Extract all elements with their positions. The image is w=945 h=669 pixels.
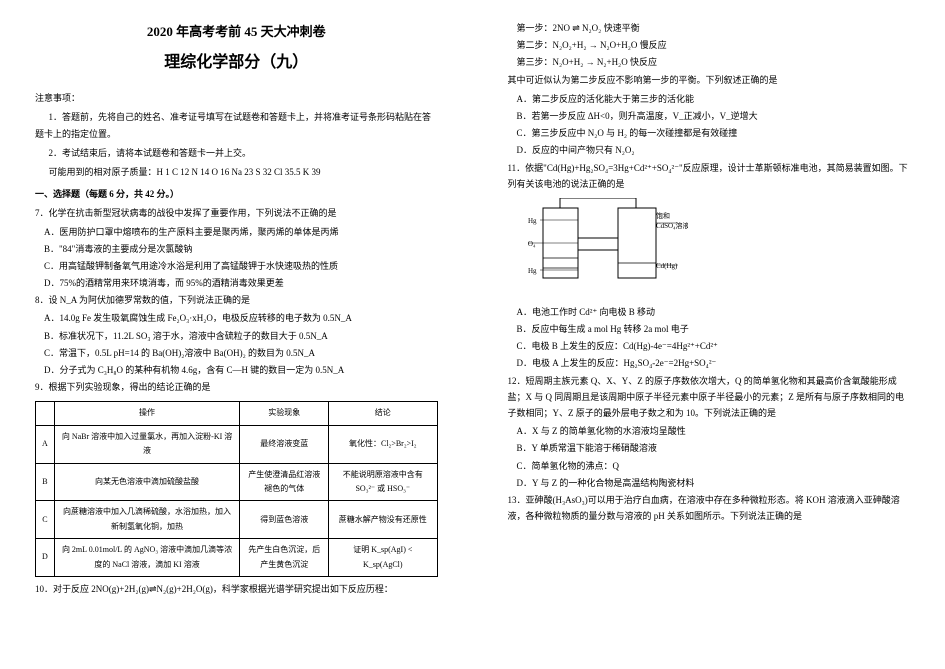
notice-elements: 可能用到的相对原子质量：H 1 C 12 N 14 O 16 Na 23 S 3… bbox=[35, 164, 438, 180]
q8-B: B．标准状况下，11.2L SO₃ 溶于水，溶液中含硫粒子的数目大于 0.5N_… bbox=[44, 328, 438, 344]
q11-C: C．电极 B 上发生的反应：Cd(Hg)-4e⁻=4Hg²⁺+Cd²⁺ bbox=[517, 338, 911, 354]
diag-hg-top: Hg bbox=[528, 217, 537, 225]
q7-stem: 7．化学在抗击新型冠状病毒的战役中发挥了重要作用，下列说法不正确的是 bbox=[35, 205, 438, 221]
q9-r1c0: B bbox=[36, 463, 55, 501]
q12-D: D．Y 与 Z 的一种化合物是高温结构陶瓷材料 bbox=[517, 475, 911, 491]
diag-cdhg: Cd(Hg) bbox=[656, 262, 678, 270]
title-sub: 理综化学部分（九） bbox=[35, 49, 438, 78]
q9-r3c3: 证明 K_sp(AgI) < K_sp(AgCl) bbox=[329, 539, 437, 577]
q10-D: D．反应的中间产物只有 N₂O₂ bbox=[517, 142, 911, 158]
diag-hg2so4: Hg₂SO₄ bbox=[528, 240, 536, 248]
title-main: 2020 年高考考前 45 天大冲刺卷 bbox=[35, 20, 438, 43]
diag-hg-bot: Hg bbox=[528, 267, 537, 275]
q10-A: A．第二步反应的活化能大于第三步的活化能 bbox=[517, 91, 911, 107]
step1: 第一步：2NO ⇌ N₂O₂ 快速平衡 bbox=[517, 20, 911, 36]
notice-2: 2．考试结束后，请将本试题卷和答题卡一并上交。 bbox=[35, 145, 438, 161]
q8-A: A．14.0g Fe 发生吸氧腐蚀生成 Fe₂O₃·xH₂O，电极反应转移的电子… bbox=[44, 310, 438, 326]
q12-A: A．X 与 Z 的简单氢化物的水溶液均呈酸性 bbox=[517, 423, 911, 439]
q11-diagram: Hg Hg₂SO₄ Hg 饱和 CdSO₄溶液 Cd(Hg) bbox=[528, 198, 688, 298]
q9-r1c1: 向某无色溶液中滴加硫酸盐酸 bbox=[54, 463, 240, 501]
q8-C: C．常温下，0.5L pH=14 的 Ba(OH)₂溶液中 Ba(OH)₂ 的数… bbox=[44, 345, 438, 361]
diag-cdso4: CdSO₄溶液 bbox=[656, 221, 688, 230]
q9-r2c0: C bbox=[36, 501, 55, 539]
q9-r0c0: A bbox=[36, 425, 55, 463]
q9-h2: 实验现象 bbox=[240, 402, 329, 425]
q12-C: C．简单氢化物的沸点：Q bbox=[517, 458, 911, 474]
q9-stem: 9．根据下列实验现象，得出的结论正确的是 bbox=[35, 379, 438, 395]
q9-h0 bbox=[36, 402, 55, 425]
q9-r2c3: 蔗糖水解产物没有还原性 bbox=[329, 501, 437, 539]
q9-r3c2: 先产生白色沉淀，后产生黄色沉淀 bbox=[240, 539, 329, 577]
q11-D: D．电极 A 上发生的反应：Hg₂SO₄-2e⁻=2Hg+SO₄²⁻ bbox=[517, 355, 911, 371]
notice-1: 1．答题前，先将自己的姓名、准考证号填写在试题卷和答题卡上，并将准考证号条形码粘… bbox=[35, 109, 438, 141]
q9-r0c1: 向 NaBr 溶液中加入过量氯水，再加入淀粉-KI 溶液 bbox=[54, 425, 240, 463]
q7-B: B．"84"消毒液的主要成分是次氯酸钠 bbox=[44, 241, 438, 257]
right-column: 第一步：2NO ⇌ N₂O₂ 快速平衡 第二步：N₂O₂+H₂ → N₂O+H₂… bbox=[473, 0, 945, 669]
q7-A: A．医用防护口罩中熔喷布的生产原料主要是聚丙烯，聚丙烯的单体是丙烯 bbox=[44, 224, 438, 240]
q10-stem: 10．对于反应 2NO(g)+2H₂(g)⇌N₂(g)+2H₂O(g)，科学家根… bbox=[35, 581, 438, 597]
diag-sat: 饱和 bbox=[656, 211, 670, 220]
q13-stem: 13．亚砷酸(H₃AsO₃)可以用于治疗白血病，在溶液中存在多种微粒形态。将 K… bbox=[508, 492, 911, 524]
step2: 第二步：N₂O₂+H₂ → N₂O+H₂O 慢反应 bbox=[517, 37, 911, 53]
q11-A: A．电池工作时 Cd²⁺ 向电极 B 移动 bbox=[517, 304, 911, 320]
q9-r2c1: 向蔗糖溶液中加入几滴稀硫酸，水浴加热，加入新制氢氧化铜，加热 bbox=[54, 501, 240, 539]
q12-B: B．Y 单质常温下能溶于稀硝酸溶液 bbox=[517, 440, 911, 456]
q10-C: C．第三步反应中 N₂O 与 H₂ 的每一次碰撞都是有效碰撞 bbox=[517, 125, 911, 141]
q9-r0c3: 氧化性：Cl₂>Br₂>I₂ bbox=[329, 425, 437, 463]
q12-stem: 12．短周期主族元素 Q、X、Y、Z 的原子序数依次增大，Q 的简单氢化物和其最… bbox=[508, 373, 911, 422]
section1-heading: 一、选择题（每题 6 分，共 42 分。） bbox=[35, 186, 438, 202]
q9-r2c2: 得到蓝色溶液 bbox=[240, 501, 329, 539]
q9-h3: 结论 bbox=[329, 402, 437, 425]
q9-r0c2: 最终溶液变蓝 bbox=[240, 425, 329, 463]
step3: 第三步：N₂O+H₂ → N₂+H₂O 快反应 bbox=[517, 54, 911, 70]
q8-D: D．分子式为 C₃H₈O 的某种有机物 4.6g，含有 C—H 键的数目一定为 … bbox=[44, 362, 438, 378]
q7-C: C．用高锰酸钾制备氧气用途冷水浴是利用了高锰酸钾于水快速吸热的性质 bbox=[44, 258, 438, 274]
q9-h1: 操作 bbox=[54, 402, 240, 425]
q10-note: 其中可近似认为第二步反应不影响第一步的平衡。下列叙述正确的是 bbox=[508, 72, 911, 88]
q7-D: D．75%的酒精常用来环境消毒，而 95%的酒精消毒效果更差 bbox=[44, 275, 438, 291]
q9-table: 操作 实验现象 结论 A 向 NaBr 溶液中加入过量氯水，再加入淀粉-KI 溶… bbox=[35, 401, 438, 577]
q9-r3c1: 向 2mL 0.01mol/L 的 AgNO₃ 溶液中滴加几滴等浓度的 NaCl… bbox=[54, 539, 240, 577]
q11-B: B．反应中每生成 a mol Hg 转移 2a mol 电子 bbox=[517, 321, 911, 337]
q8-stem: 8．设 N_A 为阿伏加德罗常数的值，下列说法正确的是 bbox=[35, 292, 438, 308]
q11-stem: 11．依据"Cd(Hg)+Hg₂SO₄=3Hg+Cd²⁺+SO₄²⁻"反应原理，… bbox=[508, 160, 911, 192]
q9-r1c2: 产生使澄清品红溶液褪色的气体 bbox=[240, 463, 329, 501]
q9-r3c0: D bbox=[36, 539, 55, 577]
left-column: 2020 年高考考前 45 天大冲刺卷 理综化学部分（九） 注意事项： 1．答题… bbox=[0, 0, 473, 669]
q9-r1c3: 不能说明原溶液中含有 SO₃²⁻ 或 HSO₃⁻ bbox=[329, 463, 437, 501]
q10-B: B．若第一步反应 ΔH<0，则升高温度，V_正减小，V_逆增大 bbox=[517, 108, 911, 124]
notice-heading: 注意事项： bbox=[35, 90, 438, 106]
